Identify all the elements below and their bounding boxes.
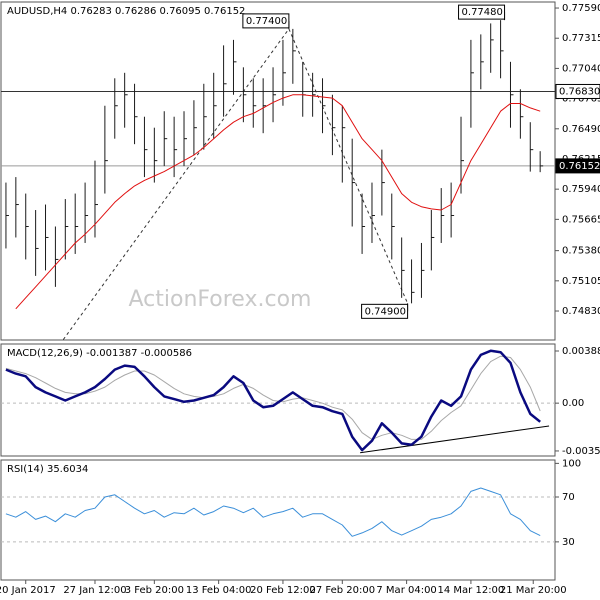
y-tick-label: 0.75105	[562, 276, 600, 287]
annotation-box	[242, 13, 290, 29]
y-tick-label: 0.77590	[562, 3, 600, 14]
series-line	[15, 94, 541, 310]
y-tick-label: 0.77040	[562, 63, 600, 74]
x-tick-label: 13 Feb 04:00	[186, 585, 252, 596]
panel-frame	[0, 343, 556, 457]
y-tick-label: 0.74830	[562, 306, 600, 317]
y-tick-label: -0.003564	[562, 446, 600, 457]
y-tick-label: 30	[562, 537, 575, 548]
x-tick-label: 21 Mar 20:00	[500, 585, 567, 596]
x-tick-label: 14 Mar 12:00	[438, 585, 505, 596]
x-tick-label: 20 Feb 12:00	[250, 585, 316, 596]
x-tick-label: 7 Mar 04:00	[376, 585, 436, 596]
level-label-box	[555, 83, 600, 99]
panel-title: RSI(14) 35.6034	[7, 464, 88, 475]
y-tick-label: 0.76490	[562, 124, 600, 135]
y-tick-label: 0.00	[562, 398, 584, 409]
y-tick-label: 70	[562, 492, 575, 503]
level-label: 0.76152	[559, 161, 600, 172]
panel-title: AUDUSD,H4 0.76283 0.76286 0.76095 0.7615…	[7, 6, 245, 17]
panel-frame	[0, 1, 556, 341]
x-tick-label: 3 Feb 20:00	[125, 585, 184, 596]
y-tick-label: 0.75665	[562, 214, 600, 225]
watermark: ActionForex.com	[129, 287, 312, 312]
series-line	[5, 349, 541, 452]
level-label: 0.76830	[559, 86, 600, 97]
trend-line	[360, 425, 550, 454]
annotation-box	[361, 303, 409, 319]
y-tick-label: 100	[562, 458, 581, 469]
x-tick-label: 27 Jan 12:00	[63, 585, 126, 596]
series-line	[5, 355, 541, 440]
level-label-box	[555, 158, 600, 174]
y-tick-label: 0.75380	[562, 246, 600, 257]
annotation-box	[458, 4, 506, 20]
panel-title: MACD(12,26,9) -0.001387 -0.000586	[7, 348, 192, 359]
x-tick-label: 20 Jan 2017	[0, 585, 56, 596]
y-tick-label: 0.003888	[562, 346, 600, 357]
x-tick-label: 27 Feb 20:00	[309, 585, 375, 596]
y-tick-label: 0.75940	[562, 184, 600, 195]
trend-line	[62, 27, 409, 340]
annotation-label: 0.77400	[246, 16, 287, 27]
annotation-label: 0.77480	[462, 7, 503, 18]
y-tick-label: 0.77315	[562, 33, 600, 44]
panel-frame	[0, 459, 556, 581]
annotation-label: 0.74900	[365, 306, 406, 317]
series-line	[5, 487, 541, 537]
y-tick-label: 0.76765	[562, 94, 600, 105]
